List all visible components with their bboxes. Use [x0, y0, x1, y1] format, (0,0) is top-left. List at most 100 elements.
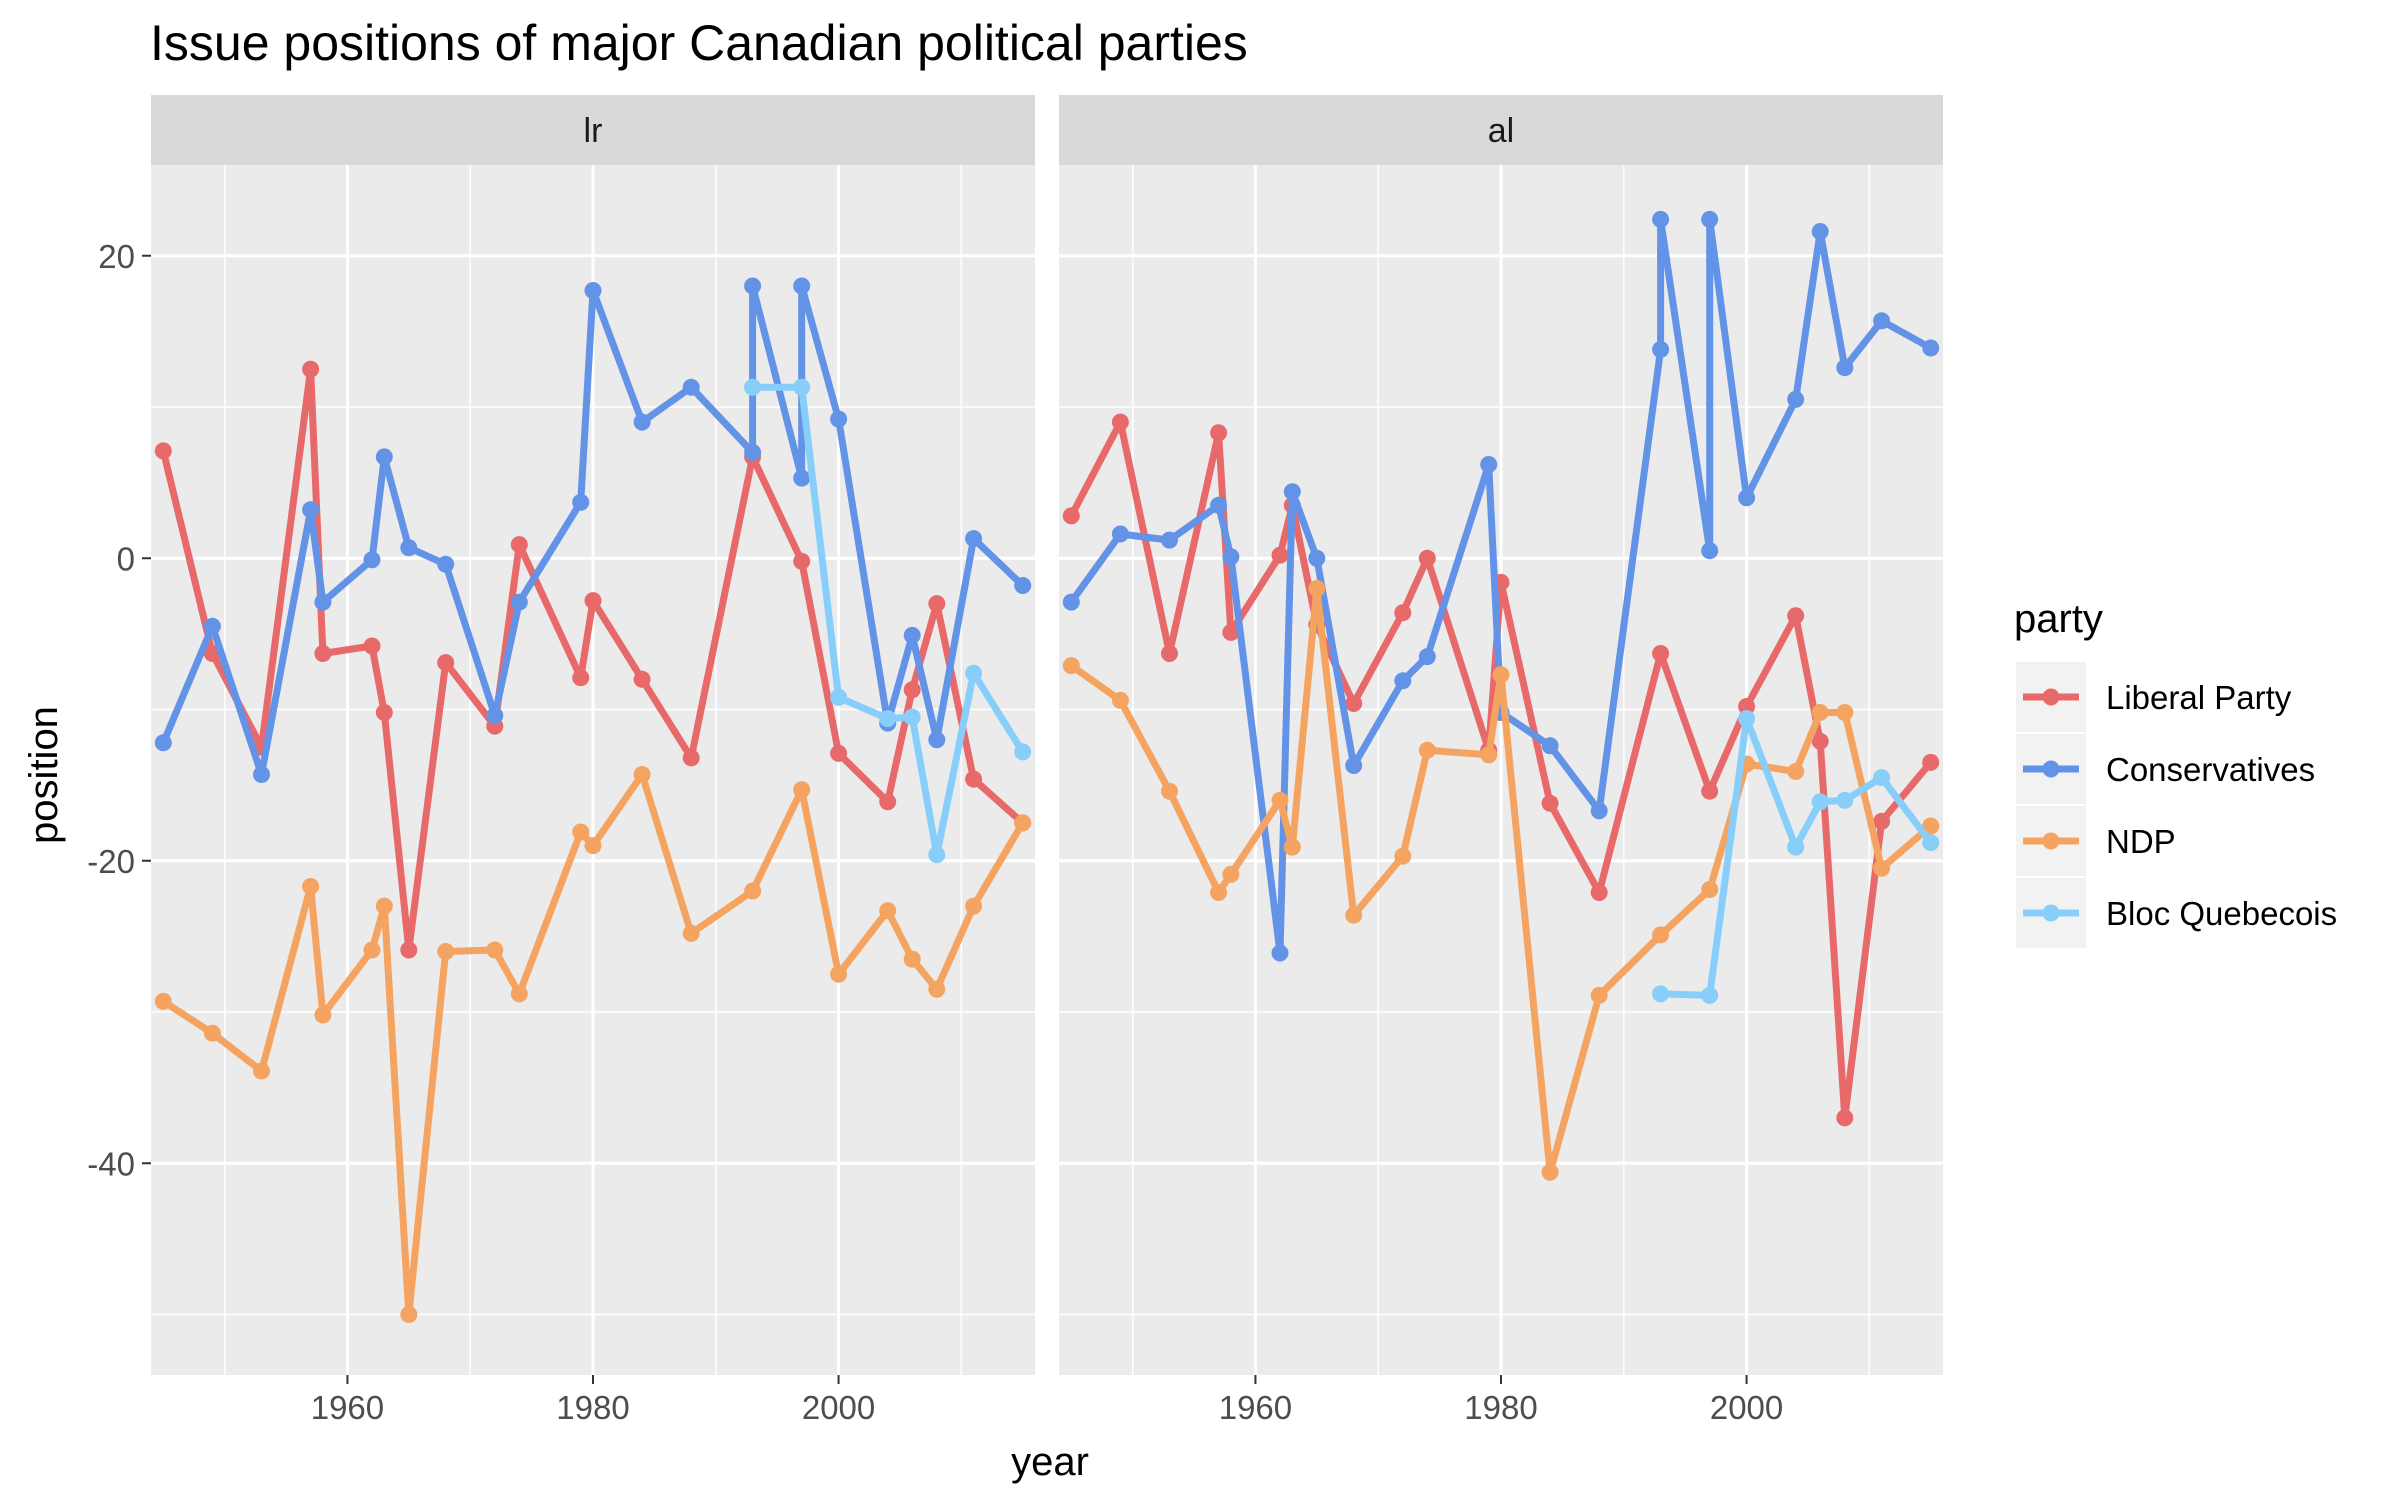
- data-point: [437, 555, 455, 573]
- data-point: [1111, 691, 1129, 709]
- data-point: [1787, 607, 1805, 625]
- data-point: [879, 793, 897, 811]
- y-axis-title: position: [22, 706, 66, 844]
- data-point: [1541, 1163, 1559, 1181]
- data-point: [903, 708, 921, 726]
- legend-key-point: [2042, 760, 2060, 778]
- data-point: [1210, 496, 1228, 514]
- data-point: [1701, 881, 1719, 898]
- y-tick-label: -40: [87, 1145, 135, 1182]
- data-point: [744, 882, 762, 900]
- data-point: [965, 530, 983, 548]
- data-point: [1811, 732, 1829, 750]
- series-line: [749, 383, 1027, 859]
- data-point: [1652, 645, 1670, 662]
- data-point: [793, 469, 811, 487]
- data-point: [903, 626, 921, 644]
- data-point: [830, 744, 848, 762]
- data-point: [633, 670, 651, 688]
- data-point: [1811, 704, 1829, 721]
- data-point: [633, 766, 651, 783]
- data-point: [633, 413, 651, 431]
- data-point: [1111, 525, 1129, 543]
- data-point: [1738, 710, 1756, 728]
- data-point: [253, 766, 270, 783]
- data-point: [1787, 838, 1805, 856]
- data-point: [1787, 763, 1805, 780]
- data-point: [1480, 746, 1498, 764]
- data-point: [486, 941, 504, 959]
- data-point: [1701, 782, 1719, 800]
- data-point: [572, 823, 590, 841]
- data-point: [1394, 672, 1412, 690]
- panel-lr: lr 1960 1980 2000 20 0 -20 -40: [87, 95, 1035, 1426]
- data-point: [1652, 341, 1670, 358]
- data-point: [1222, 865, 1240, 883]
- data-point: [253, 1062, 270, 1080]
- series-conservatives: [1062, 210, 1940, 962]
- data-point: [1873, 769, 1891, 787]
- data-point: [203, 1024, 221, 1042]
- data-point: [1222, 623, 1240, 641]
- data-point: [744, 378, 762, 396]
- data-point: [1161, 782, 1178, 800]
- data-point: [1922, 339, 1940, 357]
- data-point: [1014, 814, 1032, 832]
- data-point: [1922, 753, 1940, 771]
- data-point: [965, 897, 983, 915]
- data-point: [1873, 859, 1891, 877]
- legend-item-bloc-quebecois: Bloc Quebecois: [2016, 878, 2337, 948]
- data-point: [1836, 1109, 1854, 1127]
- data-point: [1418, 741, 1436, 759]
- legend-label: Bloc Quebecois: [2106, 895, 2337, 932]
- x-tick-label: 1980: [1464, 1389, 1537, 1426]
- data-point: [375, 448, 393, 466]
- data-point: [1271, 546, 1289, 564]
- series-ndp: [154, 766, 1032, 1323]
- data-point: [1811, 793, 1829, 811]
- strip-header: [1059, 95, 1943, 165]
- legend-key-point: [2042, 904, 2060, 922]
- data-point: [1541, 794, 1559, 812]
- data-point: [682, 749, 700, 767]
- x-tick-label: 1960: [1219, 1389, 1292, 1426]
- panel-al: al 1960 1980 2000: [1059, 95, 1943, 1426]
- data-point: [1590, 884, 1608, 901]
- data-point: [744, 277, 762, 295]
- x-tick-label: 2000: [1710, 1389, 1783, 1426]
- data-point: [1811, 223, 1829, 240]
- data-point: [1283, 838, 1301, 856]
- data-point: [928, 595, 946, 613]
- data-point: [1062, 507, 1080, 525]
- data-point: [314, 593, 332, 611]
- data-point: [400, 941, 418, 959]
- data-point: [1836, 704, 1854, 721]
- data-point: [1394, 604, 1412, 622]
- data-point: [584, 837, 602, 855]
- y-tick-label: -20: [87, 843, 135, 880]
- strip-header: [151, 95, 1035, 165]
- data-point: [1222, 548, 1240, 566]
- data-point: [1271, 944, 1289, 962]
- data-point: [1345, 695, 1363, 712]
- legend-item-conservatives: Conservatives: [2016, 734, 2315, 804]
- data-point: [830, 965, 848, 983]
- data-point: [793, 552, 811, 570]
- data-point: [1492, 666, 1510, 684]
- data-point: [928, 980, 946, 998]
- legend-item-ndp: NDP: [2016, 806, 2176, 876]
- data-point: [793, 781, 811, 799]
- data-point: [486, 707, 504, 724]
- legend-key-point: [2042, 688, 2060, 706]
- data-point: [1836, 791, 1854, 809]
- data-point: [1652, 926, 1670, 944]
- data-point: [302, 878, 320, 895]
- data-point: [1308, 580, 1326, 597]
- legend-key-point: [2042, 832, 2060, 850]
- data-point: [1701, 210, 1719, 228]
- data-point: [1161, 645, 1178, 662]
- legend-item-liberal-party: Liberal Party: [2016, 662, 2292, 732]
- data-point: [744, 443, 762, 461]
- data-point: [375, 897, 393, 915]
- data-point: [314, 645, 332, 662]
